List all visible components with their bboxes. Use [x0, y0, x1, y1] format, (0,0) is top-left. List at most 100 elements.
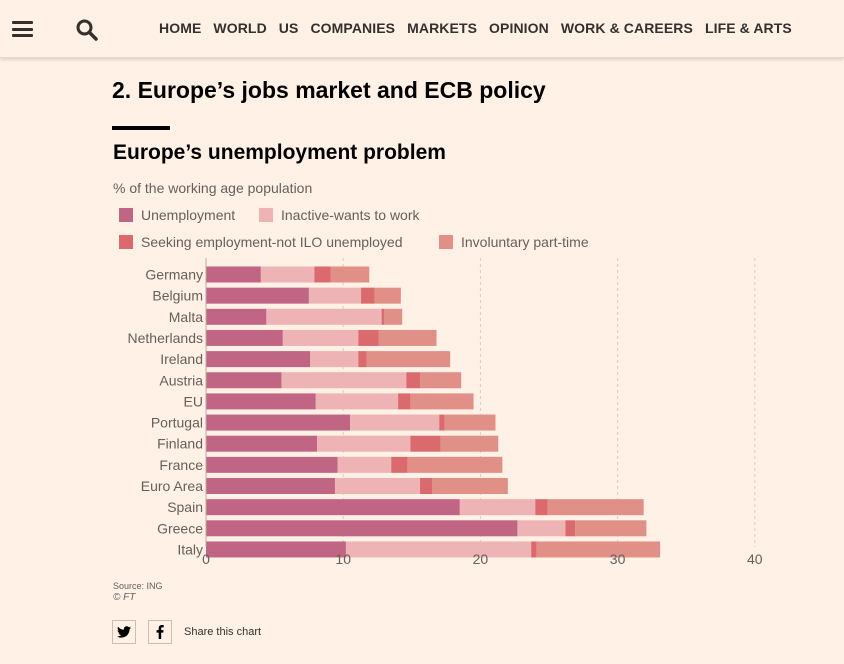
bar-segment: [206, 351, 311, 368]
nav-work-careers[interactable]: WORK & CAREERS: [560, 20, 693, 36]
category-label: Greece: [157, 520, 203, 536]
x-tick-label: 20: [473, 551, 489, 567]
bar-segment: [350, 414, 440, 431]
category-label: EU: [184, 393, 203, 409]
x-tick-label: 30: [610, 551, 626, 567]
legend-label: Unemployment: [141, 207, 236, 223]
bar-segment: [281, 372, 407, 389]
bar-segment: [536, 541, 661, 558]
x-tick-label: 40: [747, 551, 763, 567]
nav-us[interactable]: US: [278, 20, 299, 36]
legend-swatch: [119, 235, 133, 249]
bar-segment: [381, 308, 385, 325]
bar-segment: [410, 435, 441, 452]
chart-source: Source: ING © FT: [113, 581, 163, 603]
chart-subtitle: % of the working age population: [113, 180, 313, 196]
main-nav: HOME WORLD US COMPANIES MARKETS OPINION …: [159, 20, 804, 36]
twitter-icon: [117, 626, 131, 638]
nav-life-arts[interactable]: LIFE & ARTS: [704, 20, 792, 36]
bar-segment: [358, 329, 379, 346]
bar-segment: [444, 414, 496, 431]
share-facebook-button[interactable]: [148, 620, 172, 644]
legend-label: Inactive-wants to work: [281, 207, 420, 223]
bar-segment: [410, 393, 474, 410]
bar-segment: [565, 520, 576, 537]
bar-segment: [378, 329, 437, 346]
bar-segment: [432, 478, 508, 494]
category-label: Finland: [157, 436, 203, 452]
bar-segment: [314, 266, 331, 283]
search-icon[interactable]: [76, 19, 98, 41]
bar-segment: [330, 266, 370, 283]
share-twitter-button[interactable]: [112, 620, 136, 644]
category-label: France: [159, 457, 203, 473]
bar-segment: [206, 541, 346, 558]
bar-segment: [206, 287, 309, 304]
legend-swatch: [439, 235, 453, 249]
bar-segment: [260, 266, 315, 283]
category-label: Portugal: [151, 415, 203, 431]
top-navigation-bar: HOME WORLD US COMPANIES MARKETS OPINION …: [0, 0, 844, 58]
legend-item-part-time: Involuntary part-time: [439, 234, 589, 250]
bar-segment: [334, 478, 421, 494]
bar-segment: [206, 478, 335, 494]
nav-home[interactable]: HOME: [159, 20, 202, 36]
bar-segment: [366, 351, 451, 368]
bar-segment: [406, 372, 421, 389]
heading-rule: [112, 126, 170, 130]
category-label: Austria: [159, 372, 203, 388]
category-label: Italy: [177, 541, 203, 557]
bar-segment: [391, 456, 408, 473]
bar-segment: [459, 499, 536, 516]
facebook-icon: [156, 625, 164, 639]
bar-segment: [398, 393, 411, 410]
nav-companies[interactable]: COMPANIES: [310, 20, 396, 36]
stacked-bar-chart: Germany Belgium Malta Netherlands Ireland Aus…: [128, 258, 763, 567]
bar-segment: [206, 499, 460, 516]
legend-item-inactive: Inactive-wants to work: [259, 207, 420, 223]
bar-segment: [317, 435, 411, 452]
legend-label: Involuntary part-time: [461, 234, 589, 250]
bar-segment: [266, 308, 382, 325]
bar-segment: [206, 456, 338, 473]
bar-segment: [420, 372, 462, 389]
bar-segment: [407, 456, 503, 473]
category-label: Netherlands: [128, 330, 204, 346]
nav-markets[interactable]: MARKETS: [407, 20, 478, 36]
bar-segment: [531, 541, 537, 558]
bar-segment: [345, 541, 532, 558]
category-label: Malta: [169, 309, 203, 325]
bar-segment: [206, 266, 261, 283]
bar-segment: [206, 372, 282, 389]
x-tick-label: 10: [335, 551, 351, 567]
hamburger-menu-icon[interactable]: [12, 21, 33, 37]
bar-segment: [308, 287, 362, 304]
legend-item-seeking: Seeking employment-not ILO unemployed: [119, 234, 402, 250]
bar-segment: [440, 435, 499, 452]
bar-segment: [337, 456, 392, 473]
chart-title: Europe’s unemployment problem: [113, 141, 446, 164]
bar-segment: [374, 287, 401, 304]
bar-segment: [315, 393, 399, 410]
nav-opinion[interactable]: OPINION: [489, 20, 549, 36]
category-label: Belgium: [152, 288, 203, 304]
bar-segment: [206, 393, 316, 410]
bar-segment: [358, 351, 367, 368]
bar-segment: [206, 520, 518, 537]
category-label: Spain: [167, 499, 203, 515]
ft-credit: © FT: [113, 592, 136, 603]
category-label: Euro Area: [141, 478, 203, 494]
legend-swatch: [259, 208, 273, 222]
bar-segment: [206, 308, 267, 325]
category-label: Germany: [145, 267, 203, 283]
bar-segment: [282, 329, 359, 346]
bar-segment: [547, 499, 644, 516]
category-label: Ireland: [160, 351, 203, 367]
share-this-chart-label: Share this chart: [184, 626, 262, 638]
section-heading: 2. Europe’s jobs market and ECB policy: [112, 77, 546, 103]
legend-item-unemployment: Unemployment: [119, 207, 235, 223]
bar-segment: [310, 351, 359, 368]
nav-world[interactable]: WORLD: [213, 20, 267, 36]
bar-segment: [575, 520, 647, 537]
bar-segment: [420, 478, 433, 494]
